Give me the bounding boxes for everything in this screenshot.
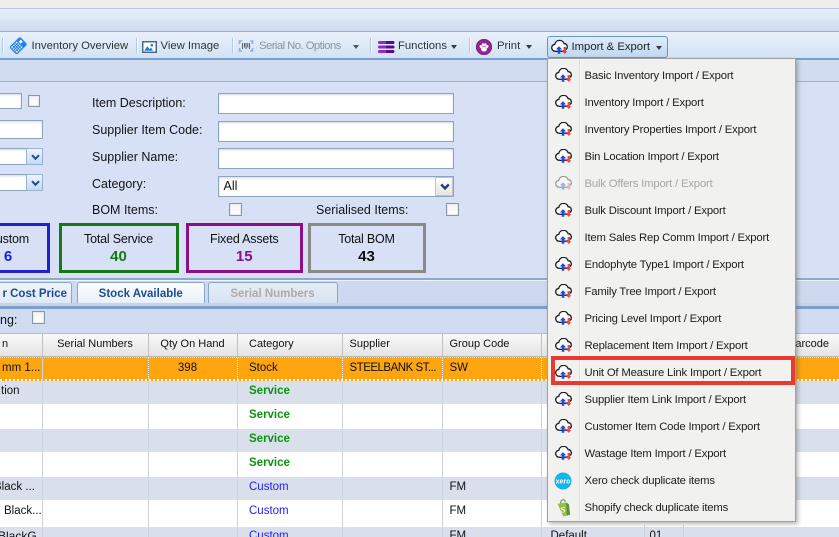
svg-text:S: S: [560, 504, 565, 514]
svg-text:xero: xero: [555, 478, 570, 485]
